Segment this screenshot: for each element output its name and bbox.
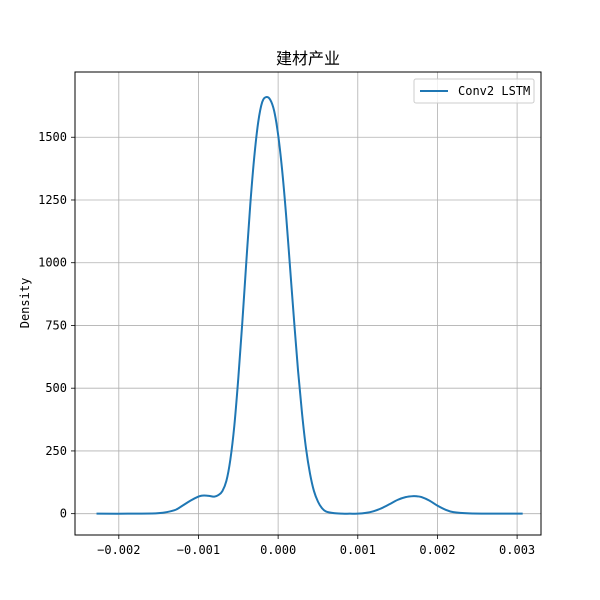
legend-label: Conv2 LSTM (458, 84, 530, 98)
x-axis: −0.002 −0.001 0.000 0.001 0.002 0.003 (97, 535, 535, 557)
y-tick-label: 750 (45, 318, 67, 332)
plot-area (96, 95, 523, 515)
legend-box (413, 78, 535, 104)
y-axis: 0 250 500 750 1000 1250 1500 (38, 130, 75, 521)
x-tick-label: 0.003 (499, 543, 535, 557)
x-tick-label: −0.002 (97, 543, 140, 557)
y-tick-label: 1250 (38, 193, 67, 207)
x-tick-label: 0.001 (340, 543, 376, 557)
x-tick-label: 0.002 (419, 543, 455, 557)
legend: Conv2 LSTM (413, 78, 535, 104)
axes-frame (74, 71, 542, 536)
grid (75, 72, 541, 535)
y-tick-label: 500 (45, 381, 67, 395)
y-tick-label: 1500 (38, 130, 67, 144)
x-tick-label: 0.000 (260, 543, 296, 557)
x-tick-label: −0.001 (177, 543, 220, 557)
chart-title: 建材产业 (276, 49, 340, 68)
y-tick-label: 1000 (38, 256, 67, 270)
series-line (96, 95, 523, 515)
y-tick-label: 250 (45, 444, 67, 458)
y-tick-label: 0 (60, 507, 67, 521)
y-axis-label: Density (18, 278, 32, 329)
